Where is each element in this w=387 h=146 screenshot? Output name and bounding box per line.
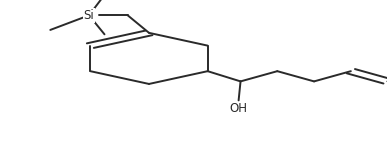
Text: OH: OH xyxy=(229,102,248,115)
Text: Si: Si xyxy=(84,9,94,22)
